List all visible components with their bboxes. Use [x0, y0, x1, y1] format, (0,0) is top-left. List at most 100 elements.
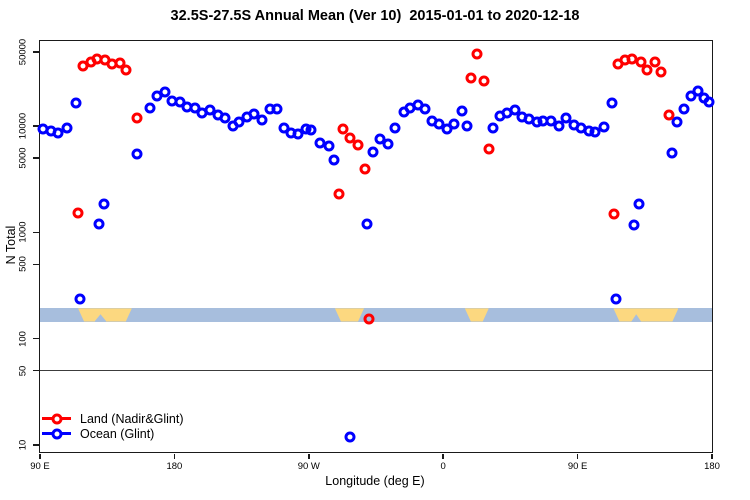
reference-line-50: [40, 369, 712, 372]
data-point-land: [641, 64, 653, 76]
legend: Land (Nadir&Glint) Ocean (Glint): [42, 411, 184, 441]
data-point-ocean: [685, 90, 697, 102]
x-axis-tick: [442, 454, 444, 459]
data-point-land: [635, 56, 647, 68]
x-axis-tick-label: 180: [704, 461, 720, 472]
y-axis-tick: [32, 157, 39, 159]
data-point-ocean: [131, 148, 143, 160]
x-axis-label: Longitude (deg E): [325, 474, 425, 488]
y-axis-tick: [32, 50, 39, 53]
data-point-ocean: [219, 112, 231, 124]
data-point-ocean: [93, 218, 105, 230]
data-point-ocean: [589, 126, 601, 138]
data-point-ocean: [323, 140, 335, 152]
data-point-land: [131, 112, 143, 124]
data-point-land: [337, 123, 349, 135]
data-point-ocean: [678, 103, 690, 115]
data-point-land: [465, 72, 477, 84]
data-point-ocean: [256, 114, 268, 126]
data-point-land: [663, 109, 675, 121]
land-series-symbol: [42, 413, 71, 425]
y-axis-tick-label: 50: [17, 365, 29, 376]
data-point-land: [352, 139, 364, 151]
data-point-ocean: [61, 122, 73, 134]
data-point-land: [120, 64, 132, 76]
data-point-ocean: [144, 102, 156, 114]
x-axis-tick-label: 0: [440, 461, 446, 472]
data-point-ocean: [456, 105, 468, 117]
y-axis-tick: [32, 231, 39, 234]
data-point-ocean: [328, 154, 340, 166]
land-patch: [335, 308, 364, 321]
data-point-ocean: [692, 85, 704, 97]
y-axis-tick-label: 10: [17, 439, 29, 451]
land-patch: [465, 308, 489, 321]
data-point-ocean: [271, 103, 283, 115]
data-point-ocean: [671, 116, 683, 128]
y-axis-tick: [32, 263, 39, 266]
data-point-land: [649, 56, 660, 68]
data-point-ocean: [598, 121, 610, 133]
data-point-ocean: [70, 97, 82, 109]
data-point-ocean: [633, 198, 645, 210]
y-axis-tick-label: 10000: [17, 112, 29, 140]
y-axis-tick: [32, 337, 39, 340]
ocean-series-symbol: [42, 428, 71, 440]
y-axis-tick-label: 5000: [17, 147, 29, 169]
data-point-ocean: [553, 120, 565, 132]
data-point-ocean: [159, 86, 171, 98]
data-point-land: [608, 208, 620, 220]
y-axis-tick-label: 1000: [17, 221, 29, 243]
ocean-notch: [631, 314, 642, 322]
legend-label-ocean: Ocean (Glint): [80, 426, 155, 441]
x-axis-tick: [308, 454, 310, 459]
ocean-notch: [94, 314, 107, 322]
data-point-ocean: [461, 120, 473, 132]
data-point-ocean: [389, 122, 401, 134]
ocean-circle-icon: [51, 428, 62, 439]
data-point-ocean: [487, 122, 499, 134]
x-axis-tick: [576, 454, 579, 459]
data-point-land: [333, 188, 345, 200]
x-axis-tick: [39, 454, 41, 459]
data-point-ocean: [305, 124, 317, 136]
data-point-land: [114, 57, 126, 69]
data-point-ocean: [382, 138, 394, 150]
x-axis-tick-label: 90 E: [567, 461, 588, 472]
y-axis-tick-label: 100: [17, 330, 29, 347]
data-point-ocean: [361, 218, 373, 230]
data-point-ocean: [628, 219, 640, 231]
legend-item-land: Land (Nadir&Glint): [42, 411, 184, 426]
y-axis-tick: [32, 125, 39, 127]
data-point-ocean: [509, 104, 521, 116]
x-axis-tick-label: 90 E: [30, 461, 50, 472]
data-point-ocean: [367, 146, 379, 158]
data-point-ocean: [419, 103, 431, 115]
data-point-land: [478, 75, 490, 87]
data-point-land: [655, 66, 667, 78]
data-point-land: [483, 143, 495, 155]
data-point-ocean: [98, 198, 110, 210]
land-patch: [613, 308, 678, 321]
data-point-ocean: [448, 118, 460, 130]
legend-item-ocean: Ocean (Glint): [42, 426, 184, 441]
legend-label-land: Land (Nadir&Glint): [80, 411, 184, 426]
x-axis-tick-label: 180: [166, 461, 183, 472]
y-axis-tick: [32, 444, 39, 446]
data-point-land: [471, 48, 483, 60]
x-axis-tick-label: 90 W: [297, 461, 320, 472]
data-point-land: [359, 163, 371, 175]
data-point-ocean: [52, 127, 64, 139]
land-patch: [78, 308, 132, 321]
data-point-ocean: [606, 97, 618, 109]
y-axis-tick: [32, 369, 39, 372]
data-point-ocean: [666, 147, 678, 159]
x-axis-tick: [711, 454, 713, 459]
data-point-ocean: [344, 431, 356, 443]
land-circle-icon: [51, 413, 62, 424]
data-point-ocean: [560, 112, 572, 124]
x-axis-tick: [173, 454, 176, 459]
ocean-band: [40, 308, 712, 322]
data-point-ocean: [74, 293, 86, 305]
